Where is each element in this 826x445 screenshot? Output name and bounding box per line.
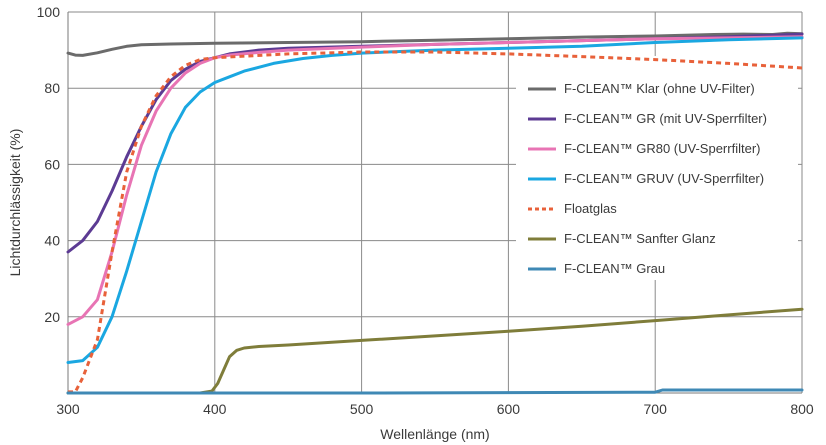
legend-label-6: F-CLEAN™ Grau xyxy=(564,261,665,276)
legend-label-3: F-CLEAN™ GRUV (UV-Sperrfilter) xyxy=(564,171,764,186)
x-axis-title: Wellenlänge (nm) xyxy=(380,426,489,442)
y-tick-label: 60 xyxy=(44,156,60,172)
y-tick-label: 20 xyxy=(44,309,60,325)
x-tick-label: 800 xyxy=(790,401,814,417)
series-line-6 xyxy=(66,388,804,395)
series-line-3 xyxy=(66,36,804,364)
y-tick-label: 40 xyxy=(44,233,60,249)
legend-label-4: Floatglas xyxy=(564,201,617,216)
x-tick-label: 300 xyxy=(56,401,80,417)
y-tick-label: 100 xyxy=(37,4,61,20)
x-tick-label: 500 xyxy=(350,401,374,417)
legend-label-2: F-CLEAN™ GR80 (UV-Sperrfilter) xyxy=(564,141,760,156)
series-line-0 xyxy=(66,31,804,57)
y-tick-label: 80 xyxy=(44,80,60,96)
series-line-5 xyxy=(66,307,804,395)
x-tick-label: 700 xyxy=(644,401,668,417)
y-axis-title: Lichtdurchlässigkeit (%) xyxy=(7,129,23,277)
legend-label-5: F-CLEAN™ Sanfter Glanz xyxy=(564,231,716,246)
x-tick-label: 600 xyxy=(497,401,521,417)
x-tick-label: 400 xyxy=(203,401,227,417)
legend-label-1: F-CLEAN™ GR (mit UV-Sperrfilter) xyxy=(564,111,767,126)
legend-box xyxy=(516,56,798,280)
legend-label-0: F-CLEAN™ Klar (ohne UV-Filter) xyxy=(564,81,755,96)
